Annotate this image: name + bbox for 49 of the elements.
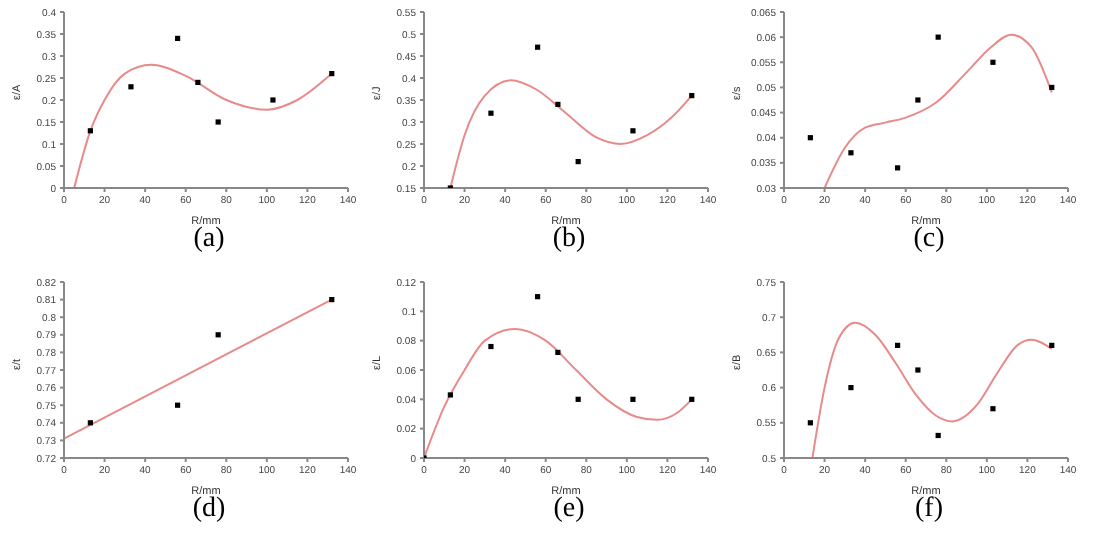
point [329,71,335,77]
point [535,294,541,300]
point [848,150,854,156]
point [630,396,636,402]
point [175,402,181,408]
point [915,97,921,103]
point [990,406,996,412]
point [935,432,941,439]
point [630,128,636,134]
text: (b) [550,224,588,256]
line-series [823,33,1053,188]
point [535,44,541,50]
point [447,392,453,398]
text: (a) [191,224,227,256]
point [175,35,181,41]
point [215,332,221,338]
point [848,385,854,391]
point [807,420,813,426]
line-series [811,321,1053,458]
point [895,342,901,348]
point [807,135,813,141]
point [689,396,695,402]
point [488,343,494,350]
point [270,97,276,103]
point [895,165,901,171]
point [555,349,561,355]
text: (c) [911,224,947,256]
line-series [424,327,693,458]
point [87,128,93,134]
point [935,34,941,40]
text: (d) [190,494,228,526]
point [689,93,695,99]
point [488,110,494,116]
point [128,84,134,90]
line-series [449,79,693,188]
point [915,367,921,373]
text: (e) [551,494,587,526]
point [195,79,201,85]
point [1049,342,1055,348]
point [87,420,93,426]
point [215,119,221,125]
point [329,297,335,303]
point [1049,84,1055,91]
line-series [73,63,333,188]
point [575,159,581,165]
point [575,396,581,402]
point [555,101,561,107]
point [990,59,996,65]
text: (f) [913,494,945,526]
